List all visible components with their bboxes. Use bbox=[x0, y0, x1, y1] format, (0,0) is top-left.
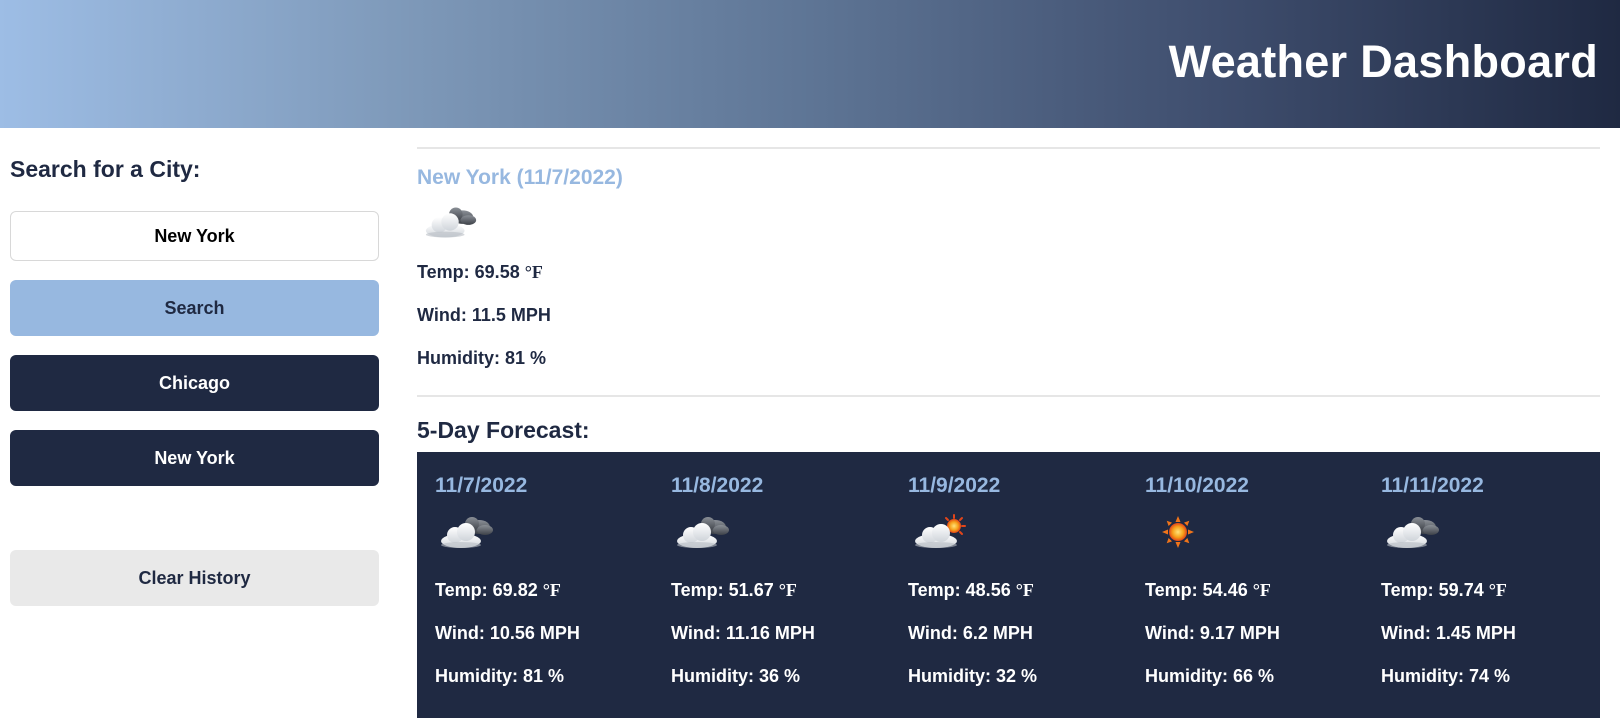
forecast-humidity: Humidity: 32 % bbox=[908, 666, 1038, 686]
current-temp-unit: °F bbox=[524, 262, 543, 282]
divider bbox=[417, 395, 1600, 397]
divider bbox=[417, 147, 1600, 149]
forecast-day-card: 11/8/2022 Temp: 51.67 °F Wind: 11.16 MPH… bbox=[671, 452, 901, 718]
forecast-temp-value: Temp: 59.74 bbox=[1381, 580, 1484, 600]
forecast-day-card: 11/7/2022 Temp: 69.82 °F Wind: 10.56 MPH… bbox=[435, 452, 665, 718]
partly-sunny-icon bbox=[910, 510, 970, 554]
forecast-wind: Wind: 11.16 MPH bbox=[671, 623, 815, 643]
forecast-day-card: 11/11/2022 Temp: 59.74 °F Wind: 1.45 MPH… bbox=[1381, 452, 1611, 718]
forecast-humidity: Humidity: 81 % bbox=[435, 666, 565, 686]
cloudy-icon bbox=[437, 510, 497, 554]
cloudy-icon bbox=[1383, 510, 1443, 554]
history-button-chicago[interactable]: Chicago bbox=[10, 355, 379, 411]
forecast-temp: Temp: 69.82 °F bbox=[435, 580, 561, 601]
history-button-new-york[interactable]: New York bbox=[10, 430, 379, 486]
city-search-input[interactable] bbox=[10, 211, 379, 261]
forecast-humidity: Humidity: 74 % bbox=[1381, 666, 1511, 686]
forecast-wind: Wind: 10.56 MPH bbox=[435, 623, 580, 643]
forecast-date: 11/9/2022 bbox=[908, 474, 1001, 497]
forecast-temp-unit: °F bbox=[778, 580, 797, 600]
current-temp: Temp: 69.58 °F bbox=[417, 262, 543, 283]
forecast-panel: 11/7/2022 Temp: 69.82 °F Wind: 10.56 MPH… bbox=[417, 452, 1600, 718]
forecast-temp-value: Temp: 51.67 bbox=[671, 580, 774, 600]
current-humidity: Humidity: 81 % bbox=[417, 348, 547, 368]
forecast-temp-unit: °F bbox=[542, 580, 561, 600]
forecast-wind: Wind: 1.45 MPH bbox=[1381, 623, 1516, 643]
forecast-day-card: 11/10/2022 Temp: 54.46 °F Wind: 9.17 MPH… bbox=[1145, 452, 1375, 718]
forecast-date: 11/10/2022 bbox=[1145, 474, 1249, 497]
sun-icon bbox=[1147, 510, 1207, 554]
search-button[interactable]: Search bbox=[10, 280, 379, 336]
cloudy-icon bbox=[422, 200, 480, 244]
forecast-heading: 5-Day Forecast: bbox=[417, 417, 590, 443]
forecast-temp-value: Temp: 69.82 bbox=[435, 580, 538, 600]
page-title: Weather Dashboard bbox=[1168, 36, 1598, 87]
forecast-temp-unit: °F bbox=[1015, 580, 1034, 600]
forecast-temp-value: Temp: 48.56 bbox=[908, 580, 1011, 600]
current-city-title: New York (11/7/2022) bbox=[417, 166, 623, 189]
forecast-day-card: 11/9/2022 Temp: 48.56 °F Wind: 6.2 MPH H… bbox=[908, 452, 1138, 718]
forecast-date: 11/8/2022 bbox=[671, 474, 764, 497]
forecast-temp: Temp: 54.46 °F bbox=[1145, 580, 1271, 601]
header-banner: Weather Dashboard bbox=[0, 0, 1620, 128]
search-heading: Search for a City: bbox=[10, 156, 201, 182]
forecast-temp-value: Temp: 54.46 bbox=[1145, 580, 1248, 600]
forecast-temp-unit: °F bbox=[1488, 580, 1507, 600]
forecast-date: 11/7/2022 bbox=[435, 474, 528, 497]
forecast-humidity: Humidity: 36 % bbox=[671, 666, 801, 686]
cloudy-icon bbox=[673, 510, 733, 554]
forecast-wind: Wind: 9.17 MPH bbox=[1145, 623, 1280, 643]
forecast-temp: Temp: 48.56 °F bbox=[908, 580, 1034, 601]
current-wind: Wind: 11.5 MPH bbox=[417, 305, 551, 325]
forecast-date: 11/11/2022 bbox=[1381, 474, 1484, 497]
forecast-wind: Wind: 6.2 MPH bbox=[908, 623, 1033, 643]
clear-history-button[interactable]: Clear History bbox=[10, 550, 379, 606]
forecast-temp-unit: °F bbox=[1252, 580, 1271, 600]
forecast-temp: Temp: 59.74 °F bbox=[1381, 580, 1507, 601]
forecast-humidity: Humidity: 66 % bbox=[1145, 666, 1275, 686]
current-temp-value: Temp: 69.58 bbox=[417, 262, 520, 282]
forecast-temp: Temp: 51.67 °F bbox=[671, 580, 797, 601]
